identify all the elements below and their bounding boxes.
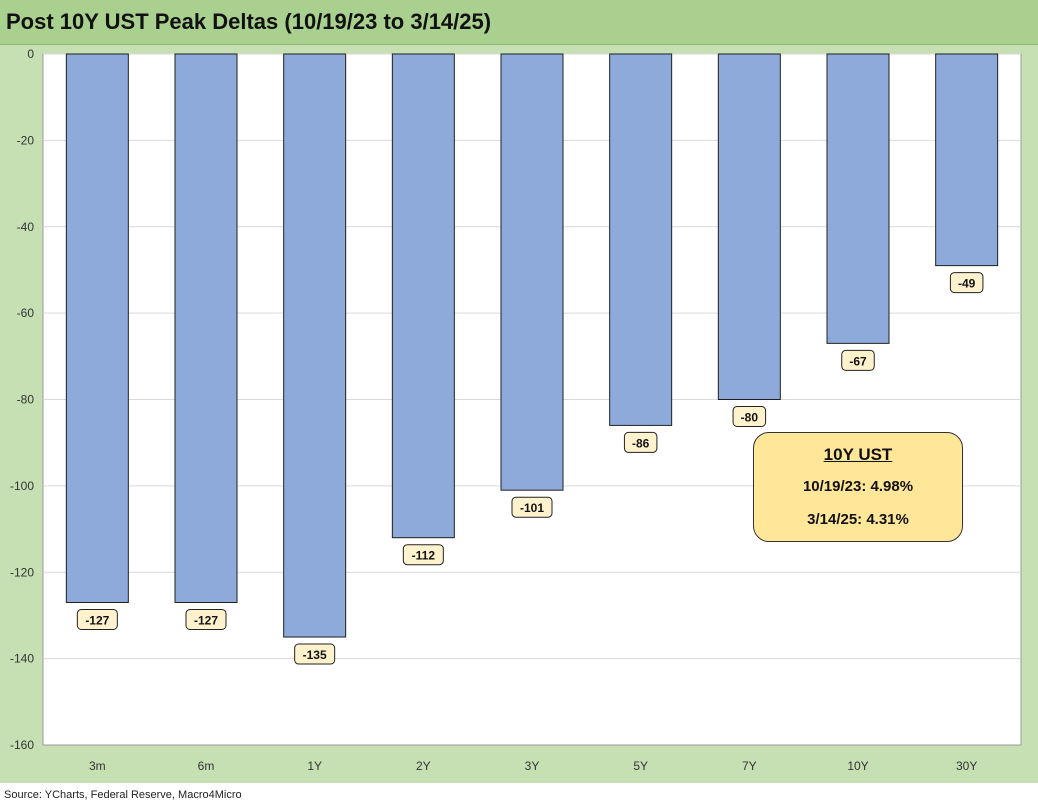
data-label: -101 (520, 501, 544, 515)
x-tick-label: 7Y (742, 759, 757, 773)
callout-line-end: 3/14/25: 4.31% (807, 511, 909, 528)
bar (500, 53, 564, 491)
data-label-box (732, 406, 767, 427)
callout-box: 10Y UST 10/19/23: 4.98% 3/14/25: 4.31% (753, 432, 963, 542)
source-note: Source: YCharts, Federal Reserve, Macro4… (4, 789, 242, 801)
y-tick-label: -160 (10, 738, 34, 752)
bar (717, 53, 781, 400)
y-tick-label: -100 (10, 479, 34, 493)
bar (826, 53, 890, 344)
data-label-box (76, 608, 118, 630)
y-tick-label: 0 (27, 47, 34, 61)
data-label: -135 (303, 648, 327, 662)
y-tick-label: -120 (10, 565, 34, 579)
y-tick-label: -140 (10, 652, 34, 666)
data-label: -112 (412, 549, 436, 563)
data-label-box (402, 544, 444, 566)
data-label-box (294, 643, 336, 665)
callout-line-start: 10/19/23: 4.98% (802, 478, 914, 495)
data-label: -127 (85, 613, 109, 627)
bar (935, 53, 999, 267)
bar (391, 53, 455, 539)
bar (283, 53, 347, 638)
data-label-box (949, 272, 984, 294)
y-tick-label: -80 (17, 393, 35, 407)
chart-title: Post 10Y UST Peak Deltas (10/19/23 to 3/… (6, 9, 492, 34)
x-tick-label: 5Y (633, 759, 648, 773)
data-label-box (623, 431, 658, 453)
data-label-box (185, 608, 227, 630)
data-label: -49 (958, 277, 976, 291)
bar-chart: 0 -20 -40 -60 -80 -100 -120 -140 -160 -127 3m -127 6… (10, 47, 1022, 773)
x-tick-label: 6m (198, 759, 215, 773)
bar (65, 53, 129, 603)
x-tick-label: 1Y (307, 759, 322, 773)
data-label: -127 (194, 613, 218, 627)
x-tick-label: 2Y (416, 759, 431, 773)
data-label-box (511, 496, 553, 518)
y-tick-label: -60 (17, 306, 35, 320)
bar (609, 53, 673, 426)
data-label: -86 (632, 436, 650, 450)
bar (174, 53, 238, 603)
callout-title: 10Y UST (823, 445, 893, 464)
data-label: -80 (741, 411, 759, 425)
y-tick-label: -40 (17, 220, 35, 234)
x-tick-label: 30Y (956, 759, 977, 773)
data-label: -67 (849, 354, 867, 368)
y-tick-label: -20 (17, 133, 35, 147)
title-band: Post 10Y UST Peak Deltas (10/19/23 to 3/… (0, 0, 1038, 45)
x-tick-label: 3Y (525, 759, 540, 773)
x-tick-label: 10Y (847, 759, 868, 773)
data-label-box (841, 349, 875, 371)
x-tick-label: 3m (89, 759, 106, 773)
